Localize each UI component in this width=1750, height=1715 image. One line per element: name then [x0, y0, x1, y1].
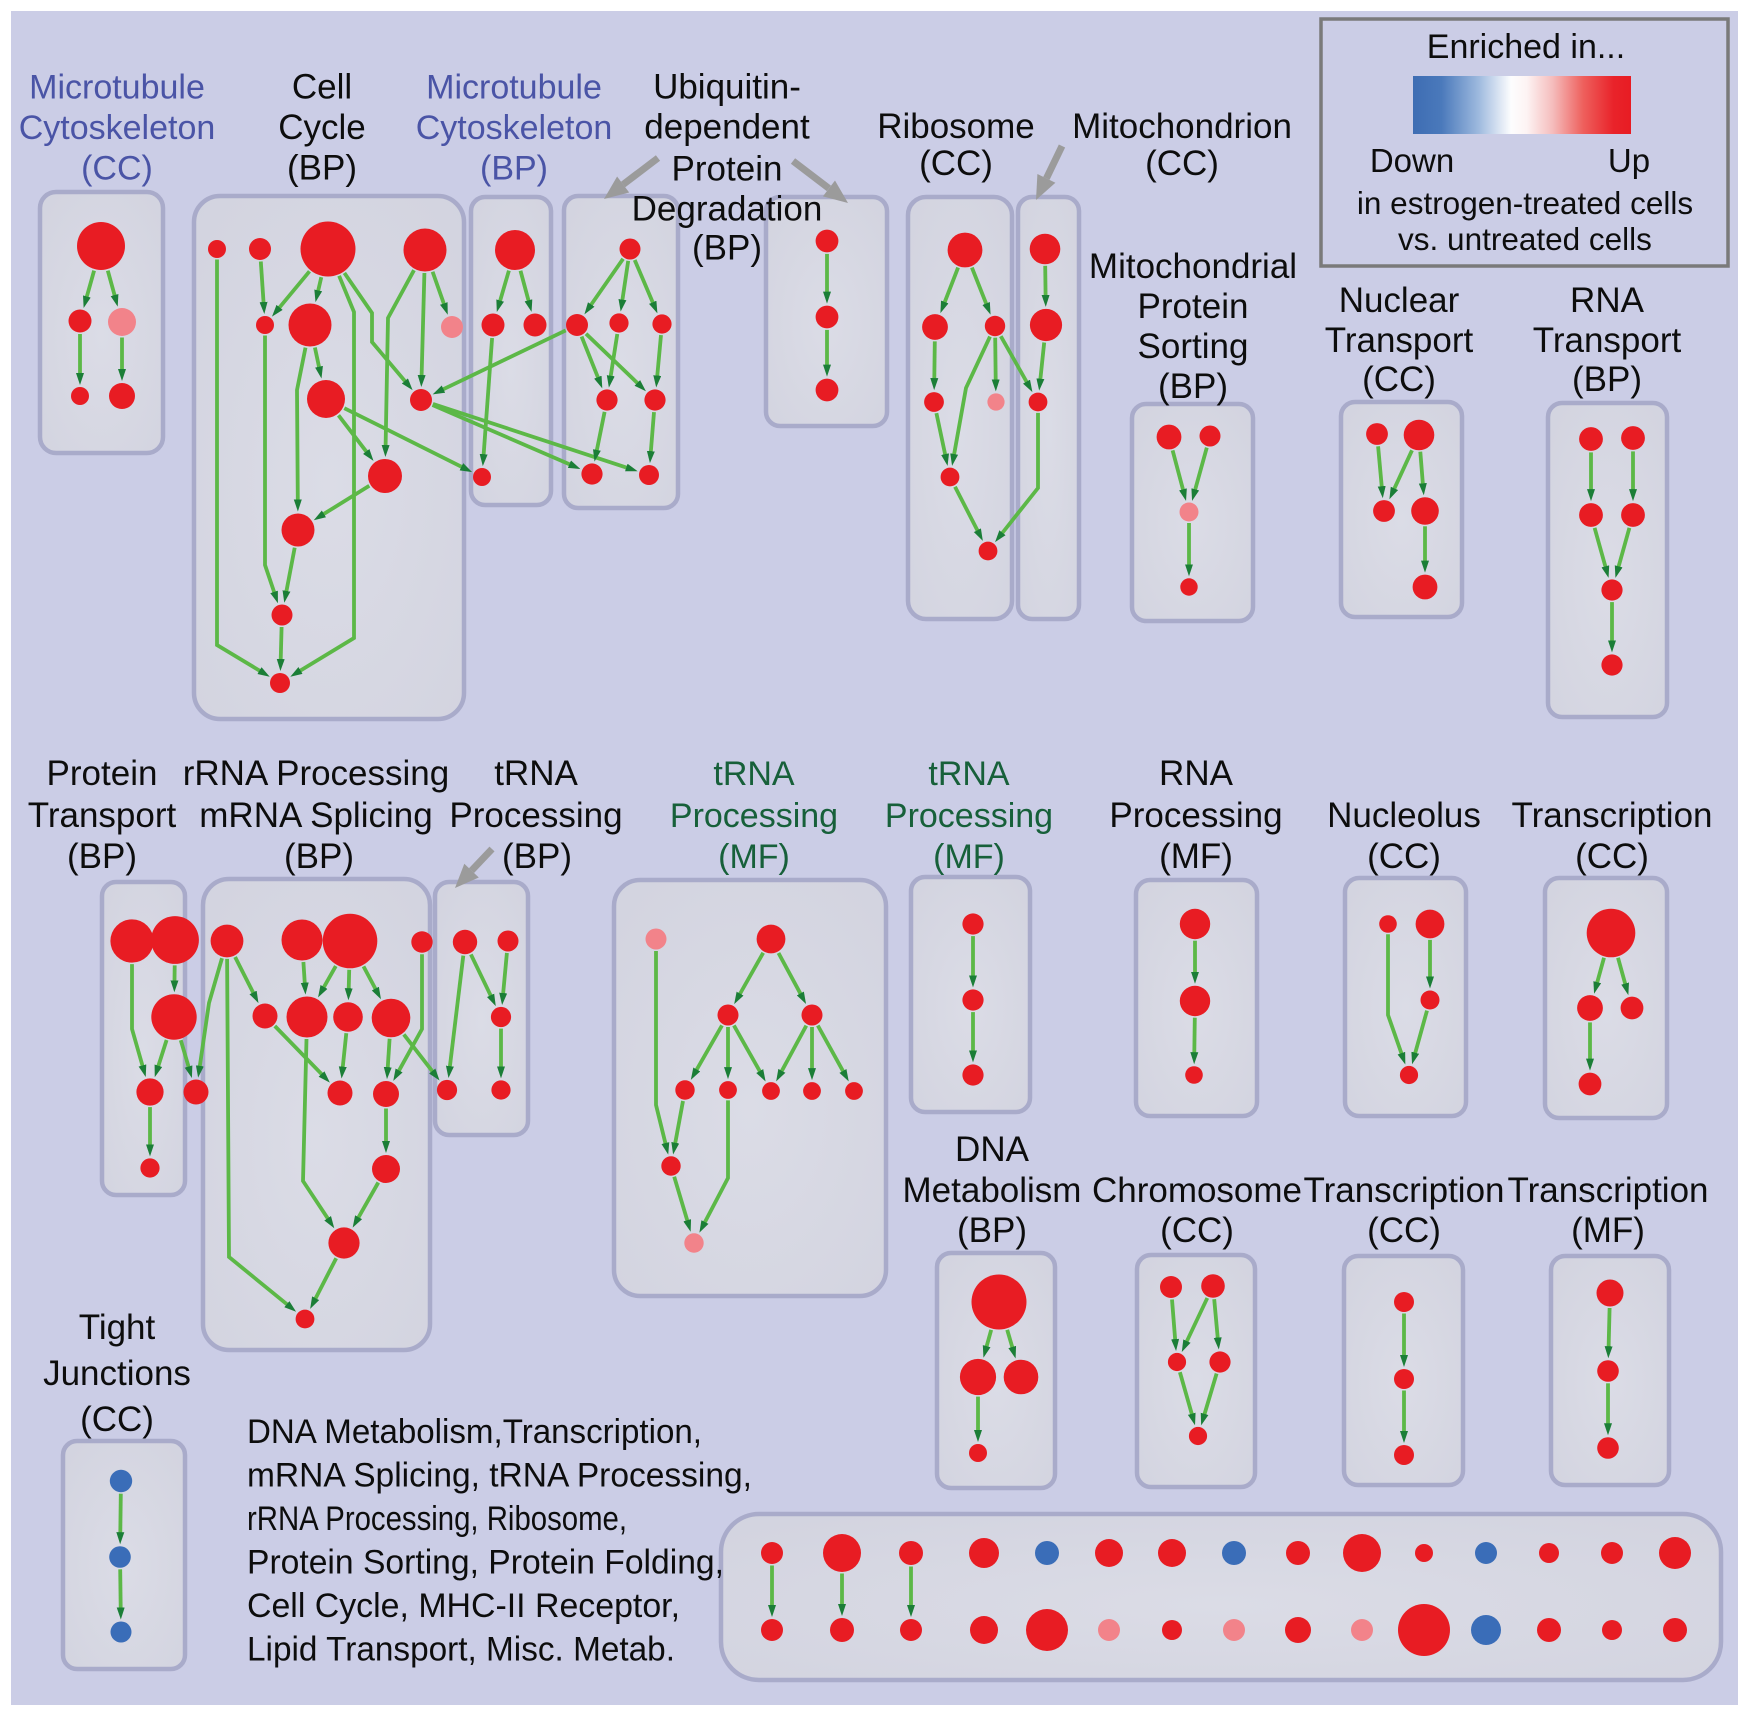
svg-text:(MF): (MF): [1159, 837, 1233, 876]
svg-text:dependent: dependent: [644, 108, 810, 147]
svg-text:Sorting: Sorting: [1138, 327, 1249, 366]
svg-text:Processing: Processing: [1109, 796, 1282, 835]
svg-text:Processing: Processing: [885, 797, 1053, 835]
svg-text:tRNA: tRNA: [494, 754, 578, 793]
svg-text:RNA: RNA: [1570, 281, 1645, 320]
svg-text:Ubiquitin-: Ubiquitin-: [653, 68, 801, 107]
svg-text:(BP): (BP): [287, 149, 357, 188]
svg-text:Transport: Transport: [28, 796, 177, 835]
svg-text:Processing: Processing: [670, 797, 838, 835]
svg-text:(BP): (BP): [1158, 367, 1228, 406]
svg-text:(BP): (BP): [1572, 360, 1642, 399]
svg-text:Transport: Transport: [1533, 321, 1682, 360]
svg-text:(MF): (MF): [718, 838, 790, 876]
svg-text:(CC): (CC): [919, 144, 993, 183]
svg-text:mRNA Splicing, tRNA Processing: mRNA Splicing, tRNA Processing,: [247, 1457, 752, 1495]
svg-text:Cytoskeleton: Cytoskeleton: [416, 109, 613, 147]
svg-text:Up: Up: [1608, 142, 1650, 179]
svg-text:RNA: RNA: [1159, 754, 1234, 793]
svg-text:Junctions: Junctions: [43, 1354, 191, 1393]
svg-text:mRNA Splicing: mRNA Splicing: [199, 796, 432, 835]
svg-text:(CC): (CC): [1362, 360, 1436, 399]
svg-text:(BP): (BP): [692, 229, 762, 268]
svg-text:(CC): (CC): [1367, 837, 1441, 876]
svg-text:rRNA Processing, Ribosome,: rRNA Processing, Ribosome,: [247, 1500, 627, 1538]
svg-text:Mitochondrion: Mitochondrion: [1072, 107, 1292, 146]
svg-text:Enriched in...: Enriched in...: [1427, 28, 1625, 66]
svg-text:Cell Cycle, MHC-II Receptor,: Cell Cycle, MHC-II Receptor,: [247, 1587, 680, 1625]
svg-text:Mitochondrial: Mitochondrial: [1089, 247, 1297, 286]
svg-text:(BP): (BP): [480, 150, 548, 188]
svg-text:vs. untreated cells: vs. untreated cells: [1398, 221, 1652, 257]
svg-text:Degradation: Degradation: [632, 190, 823, 229]
svg-text:(BP): (BP): [67, 837, 137, 876]
svg-text:Tight: Tight: [79, 1308, 156, 1347]
svg-text:Protein: Protein: [672, 150, 783, 189]
svg-text:(CC): (CC): [81, 150, 153, 188]
svg-text:Ribosome: Ribosome: [877, 107, 1035, 146]
svg-text:DNA: DNA: [955, 1130, 1030, 1169]
svg-text:(MF): (MF): [933, 838, 1005, 876]
svg-text:rRNA Processing: rRNA Processing: [183, 754, 449, 793]
svg-text:(BP): (BP): [502, 837, 572, 876]
svg-text:(CC): (CC): [1367, 1211, 1441, 1250]
svg-text:Cytoskeleton: Cytoskeleton: [19, 109, 216, 147]
svg-text:Protein: Protein: [1138, 287, 1249, 326]
svg-text:Metabolism: Metabolism: [903, 1171, 1082, 1210]
svg-text:(CC): (CC): [1160, 1211, 1234, 1250]
svg-text:Lipid Transport, Misc. Metab.: Lipid Transport, Misc. Metab.: [247, 1631, 675, 1669]
svg-text:Transcription: Transcription: [1304, 1171, 1505, 1210]
svg-text:in estrogen-treated cells: in estrogen-treated cells: [1357, 185, 1693, 221]
svg-text:(CC): (CC): [80, 1400, 154, 1439]
svg-text:Microtubule: Microtubule: [29, 69, 205, 107]
svg-text:DNA Metabolism,Transcription,: DNA Metabolism,Transcription,: [247, 1413, 702, 1451]
svg-text:Protein Sorting, Protein Foldi: Protein Sorting, Protein Folding,: [247, 1544, 724, 1582]
svg-text:(BP): (BP): [957, 1211, 1027, 1250]
svg-text:Nucleolus: Nucleolus: [1327, 796, 1481, 835]
svg-text:(MF): (MF): [1571, 1211, 1645, 1250]
svg-text:Cell: Cell: [292, 68, 352, 107]
svg-text:tRNA: tRNA: [928, 755, 1010, 793]
svg-text:Transcription: Transcription: [1512, 796, 1713, 835]
svg-text:tRNA: tRNA: [713, 755, 795, 793]
svg-text:Processing: Processing: [449, 796, 622, 835]
svg-text:Nuclear: Nuclear: [1339, 281, 1460, 320]
svg-text:Protein: Protein: [47, 754, 158, 793]
svg-text:Microtubule: Microtubule: [426, 69, 602, 107]
svg-text:(BP): (BP): [284, 837, 354, 876]
svg-text:Transport: Transport: [1325, 321, 1474, 360]
svg-text:(CC): (CC): [1575, 837, 1649, 876]
svg-text:Down: Down: [1370, 142, 1454, 179]
svg-text:Cycle: Cycle: [278, 108, 366, 147]
svg-text:Chromosome: Chromosome: [1092, 1171, 1302, 1210]
svg-text:(CC): (CC): [1145, 144, 1219, 183]
svg-text:Transcription: Transcription: [1508, 1171, 1709, 1210]
